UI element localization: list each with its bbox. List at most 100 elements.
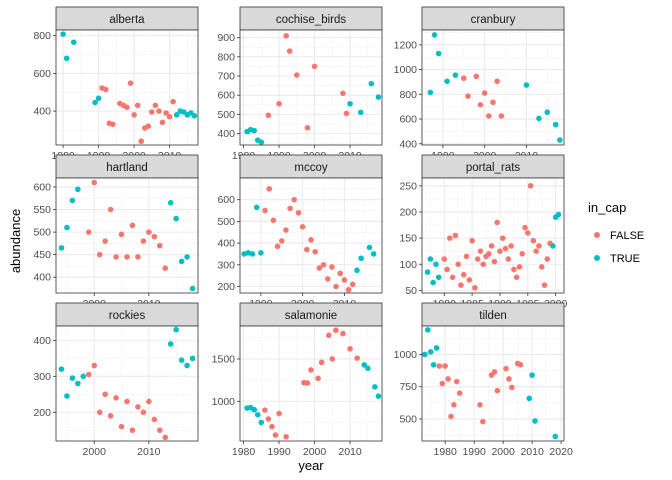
data-point-false bbox=[91, 179, 98, 186]
facet-strip-label: salamonie bbox=[285, 310, 337, 322]
y-tick-label: 400 bbox=[217, 128, 235, 140]
y-tick-label: 200 bbox=[399, 206, 417, 218]
data-point-false bbox=[129, 222, 136, 229]
facet-strip-label: rockies bbox=[109, 310, 146, 322]
y-tick-label: 300 bbox=[217, 259, 235, 271]
data-point-false bbox=[295, 209, 302, 216]
data-point-true bbox=[173, 112, 180, 118]
legend-label-false: FALSE bbox=[610, 230, 644, 242]
data-point-false bbox=[436, 363, 443, 369]
data-point-false bbox=[345, 286, 352, 293]
data-point-false bbox=[262, 407, 268, 413]
y-tick-label: 1000 bbox=[212, 396, 236, 408]
data-point-true bbox=[251, 406, 257, 413]
data-point-true bbox=[69, 375, 76, 381]
data-point-true bbox=[372, 384, 378, 390]
data-point-false bbox=[129, 427, 136, 434]
data-point-true bbox=[424, 327, 431, 333]
data-point-true bbox=[92, 99, 98, 106]
data-point-false bbox=[102, 238, 108, 244]
y-tick-label: 600 bbox=[399, 114, 417, 126]
data-point-false bbox=[441, 256, 448, 262]
data-point-false bbox=[272, 432, 279, 438]
data-point-true bbox=[80, 373, 87, 380]
data-point-false bbox=[349, 281, 356, 288]
data-point-false bbox=[140, 409, 147, 416]
data-point-true bbox=[375, 94, 382, 100]
panel-background bbox=[240, 178, 382, 293]
y-tick-label: 400 bbox=[217, 238, 235, 250]
data-point-false bbox=[329, 356, 336, 362]
data-point-true bbox=[184, 362, 190, 369]
x-tick-label: 2000 bbox=[83, 446, 107, 458]
data-point-true bbox=[544, 109, 551, 116]
data-point-false bbox=[110, 121, 116, 128]
x-tick-label: 2000 bbox=[491, 446, 515, 458]
y-tick-label: 100 bbox=[399, 259, 417, 271]
data-point-false bbox=[163, 110, 169, 116]
data-point-false bbox=[453, 378, 460, 385]
data-point-false bbox=[525, 230, 531, 236]
y-tick-label: 600 bbox=[217, 90, 235, 102]
facet-strip-label: hartland bbox=[106, 162, 148, 174]
data-point-true bbox=[433, 345, 440, 351]
x-tick-label: 2010 bbox=[520, 446, 544, 458]
data-point-false bbox=[333, 327, 339, 334]
data-point-false bbox=[491, 258, 498, 265]
y-tick-label: 800 bbox=[399, 89, 417, 101]
legend-marker-false bbox=[594, 232, 600, 238]
data-point-false bbox=[85, 371, 92, 378]
panel-border bbox=[421, 325, 565, 442]
data-point-false bbox=[477, 402, 483, 408]
data-point-false bbox=[486, 250, 492, 257]
data-point-false bbox=[465, 93, 471, 99]
data-point-false bbox=[508, 243, 514, 249]
data-point-false bbox=[480, 418, 486, 425]
data-point-false bbox=[502, 245, 509, 252]
data-point-true bbox=[430, 279, 436, 286]
data-point-true bbox=[552, 433, 559, 440]
data-point-true bbox=[189, 355, 196, 362]
data-point-false bbox=[469, 237, 475, 244]
data-point-false bbox=[477, 102, 484, 108]
data-point-true bbox=[258, 419, 265, 426]
data-point-false bbox=[265, 112, 272, 119]
data-point-false bbox=[85, 229, 92, 235]
data-point-true bbox=[452, 72, 459, 78]
facet-panel-mccoy: mccoy199020002010200300400500600 bbox=[217, 154, 383, 310]
panel-border bbox=[239, 325, 383, 442]
x-axis-title: year bbox=[298, 458, 324, 473]
y-tick-label: 1000 bbox=[394, 64, 418, 76]
data-point-false bbox=[472, 284, 478, 291]
data-point-false bbox=[135, 404, 141, 410]
data-point-false bbox=[499, 235, 506, 241]
data-point-false bbox=[138, 138, 144, 145]
data-point-false bbox=[145, 123, 152, 129]
data-point-true bbox=[254, 411, 261, 418]
facet-panel-rockies: rockies 2000 2010 200 300 400 bbox=[33, 302, 199, 458]
y-tick-label: 500 bbox=[399, 414, 417, 426]
data-point-true bbox=[167, 341, 174, 347]
y-tick-label: 800 bbox=[33, 30, 51, 42]
data-point-false bbox=[498, 113, 505, 119]
data-point-true bbox=[354, 267, 360, 274]
data-point-false bbox=[131, 112, 137, 118]
data-point-true bbox=[167, 200, 174, 206]
x-tick-label: 1990 bbox=[462, 446, 486, 458]
y-tick-label: 300 bbox=[33, 371, 51, 383]
data-point-false bbox=[276, 100, 282, 107]
data-point-true bbox=[430, 361, 437, 368]
data-point-false bbox=[463, 253, 470, 260]
data-point-false bbox=[291, 196, 298, 203]
data-point-false bbox=[96, 251, 103, 258]
data-point-false bbox=[544, 256, 551, 262]
data-point-false bbox=[486, 113, 492, 119]
data-point-false bbox=[283, 32, 289, 39]
panel-background bbox=[56, 178, 198, 293]
data-point-true bbox=[361, 362, 368, 368]
y-tick-label: 600 bbox=[33, 68, 51, 80]
data-point-false bbox=[156, 427, 163, 434]
data-point-false bbox=[274, 243, 281, 250]
data-point-true bbox=[63, 55, 70, 62]
